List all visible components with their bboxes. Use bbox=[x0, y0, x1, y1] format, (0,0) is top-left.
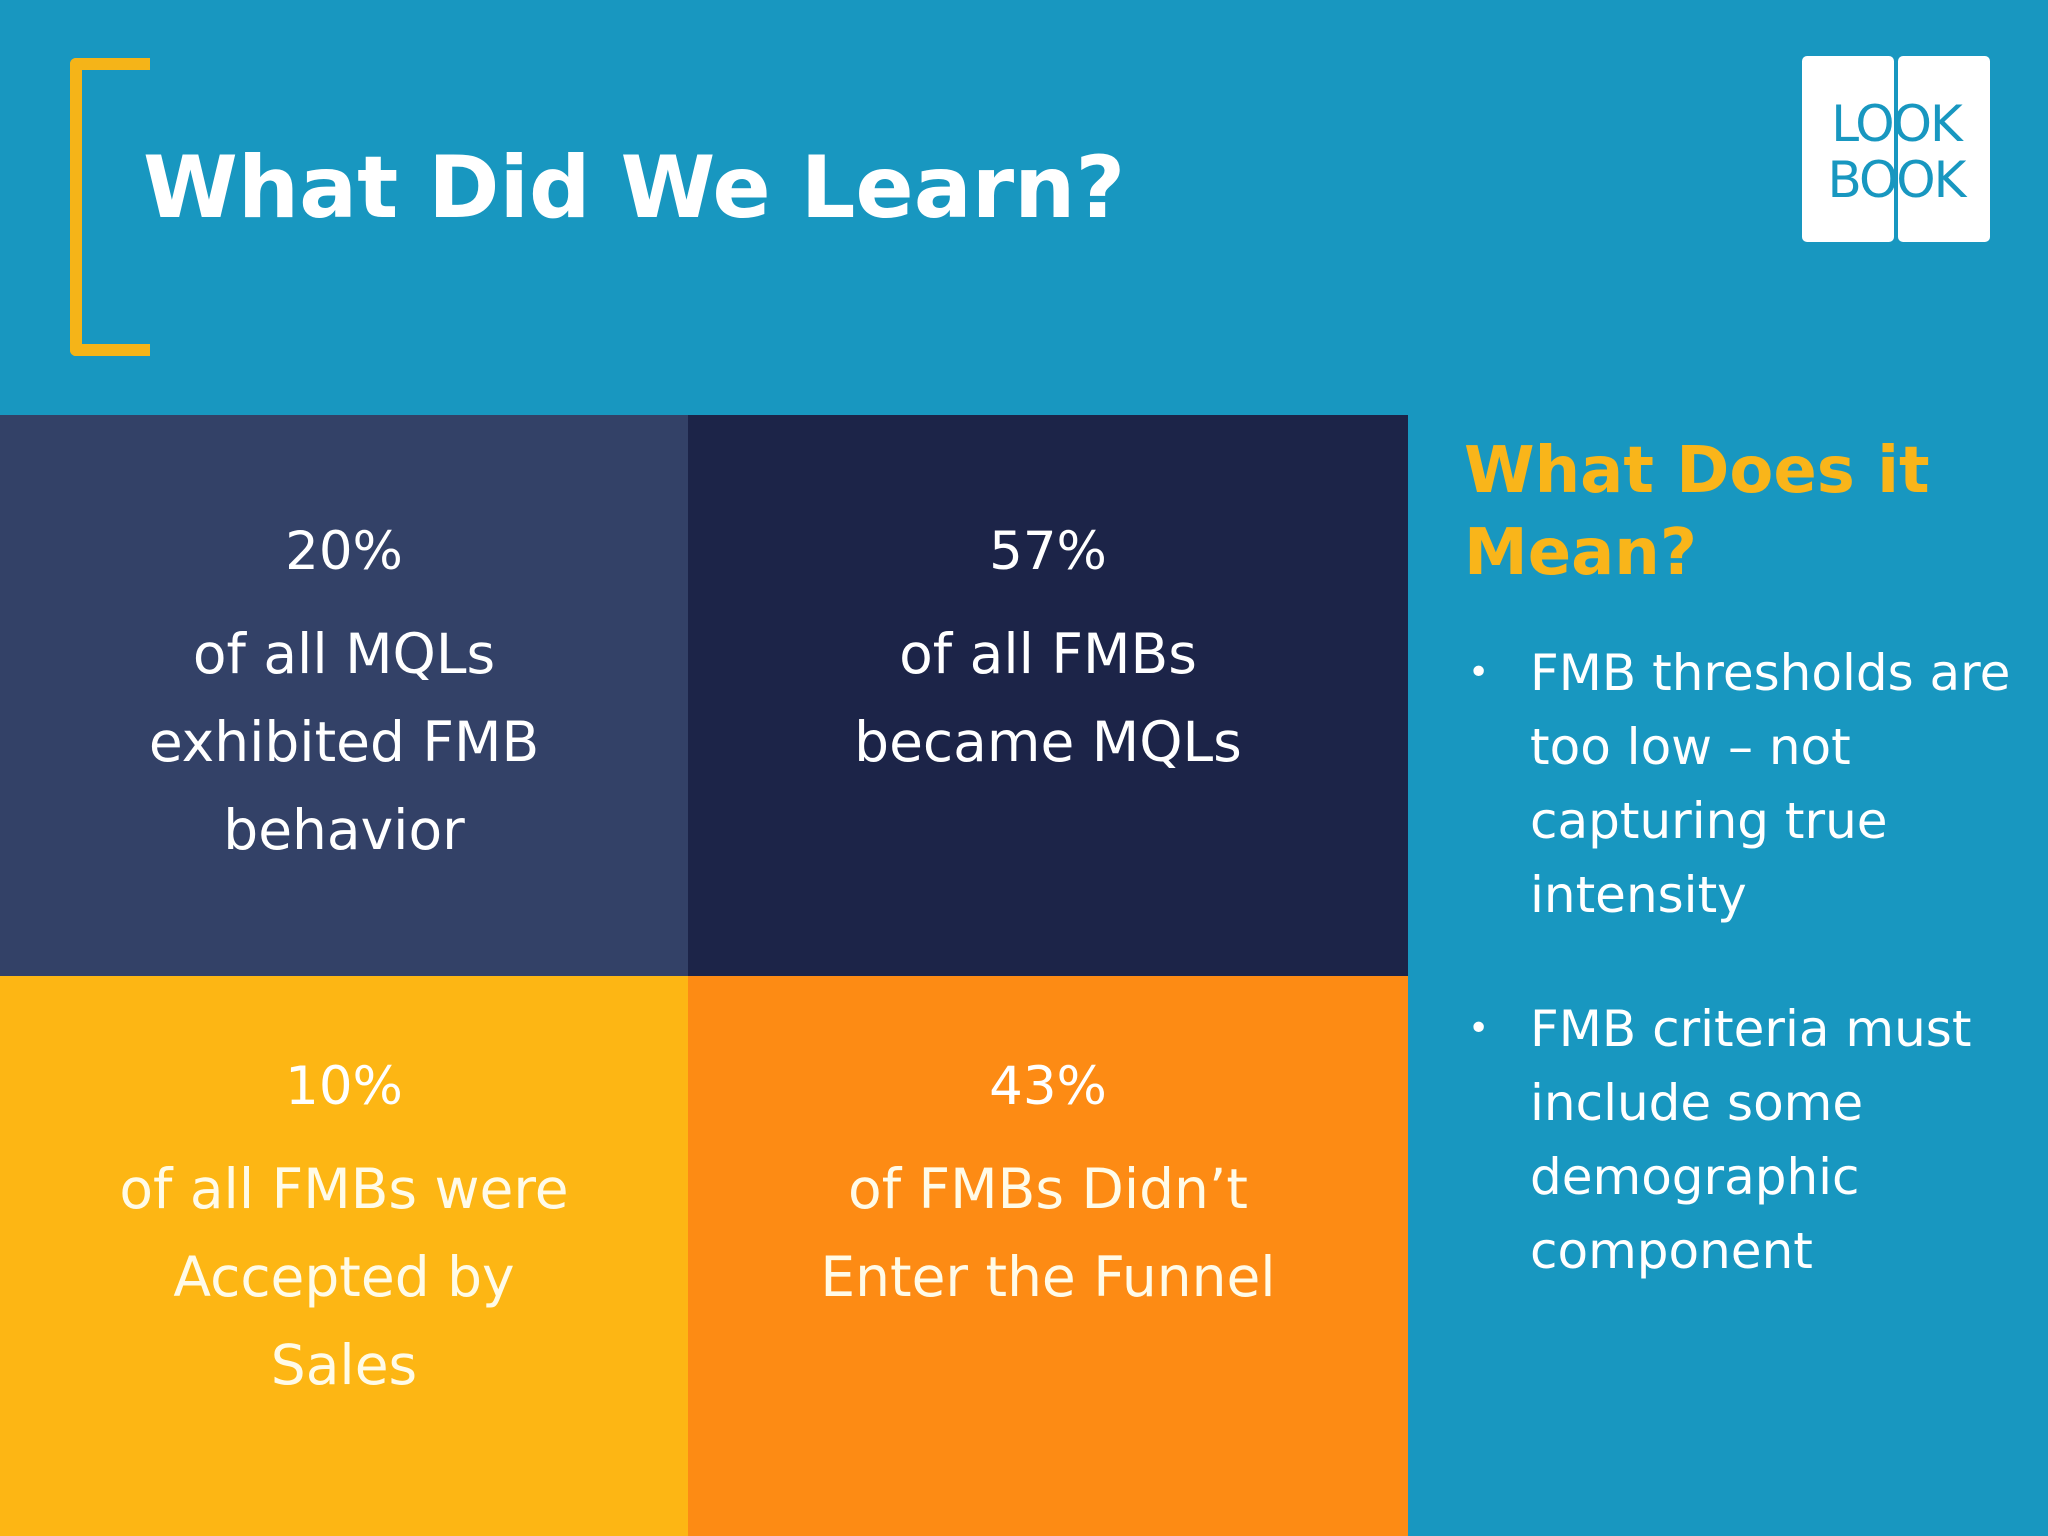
bullet-line: demographic bbox=[1530, 1148, 1860, 1206]
stat-tile-fmbs-became-mqls: 57% of all FMBs became MQLs bbox=[688, 415, 1408, 976]
bullet-line: FMB thresholds are bbox=[1530, 644, 2011, 702]
slide-title: What Did We Learn? bbox=[143, 138, 1126, 238]
stat-value: 20% bbox=[285, 521, 403, 582]
stat-value: 10% bbox=[285, 1056, 403, 1117]
stat-text-line: Sales bbox=[270, 1333, 418, 1397]
logo-panel-left bbox=[1802, 56, 1894, 242]
sidebar-heading: What Does it Mean? bbox=[1464, 430, 1930, 594]
stat-text-line: exhibited FMB bbox=[148, 710, 540, 774]
stat-text-line: of all FMBs bbox=[899, 622, 1197, 686]
bullet-line: intensity bbox=[1530, 866, 1747, 924]
stat-text-line: of all MQLs bbox=[192, 622, 496, 686]
stat-text-line: of FMBs Didn’t bbox=[848, 1157, 1248, 1221]
stat-tile-fmbs-accepted-by-sales: 10% of all FMBs were Accepted by Sales bbox=[0, 976, 688, 1536]
bullet-dot-icon: • bbox=[1468, 1008, 1490, 1049]
title-bracket-decoration bbox=[70, 58, 150, 356]
lookbook-logo: LOOK BOOK bbox=[1802, 56, 1990, 242]
sidebar-heading-line-2: Mean? bbox=[1464, 516, 1697, 590]
stat-text-line: Enter the Funnel bbox=[820, 1245, 1276, 1309]
bullet-item: • FMB criteria must include some demogra… bbox=[1460, 992, 2020, 1288]
logo-wordmark: LOOK BOOK bbox=[1802, 96, 1990, 208]
stat-text-line: Accepted by bbox=[173, 1245, 515, 1309]
stat-tile-mqls-fmb-behavior: 20% of all MQLs exhibited FMB behavior bbox=[0, 415, 688, 976]
bullet-dot-icon: • bbox=[1468, 652, 1490, 693]
stat-text-line: became MQLs bbox=[854, 710, 1242, 774]
sidebar-bullet-list: • FMB thresholds are too low – not captu… bbox=[1460, 636, 2020, 1348]
stat-value: 43% bbox=[989, 1056, 1107, 1117]
logo-panel-right bbox=[1898, 56, 1990, 242]
bullet-item: • FMB thresholds are too low – not captu… bbox=[1460, 636, 2020, 932]
logo-line-2: BOOK bbox=[1827, 151, 1967, 209]
bullet-line: include some bbox=[1530, 1074, 1864, 1132]
bullet-line: capturing true bbox=[1530, 792, 1888, 850]
stat-value: 57% bbox=[989, 521, 1107, 582]
sidebar-heading-line-1: What Does it bbox=[1464, 434, 1930, 508]
bullet-line: component bbox=[1530, 1222, 1813, 1280]
stat-tile-fmbs-not-in-funnel: 43% of FMBs Didn’t Enter the Funnel bbox=[688, 976, 1408, 1536]
bullet-line: FMB criteria must bbox=[1530, 1000, 1972, 1058]
bullet-line: too low – not bbox=[1530, 718, 1851, 776]
logo-line-1: LOOK bbox=[1831, 95, 1963, 153]
stat-text-line: of all FMBs were bbox=[119, 1157, 569, 1221]
stat-text-line: behavior bbox=[223, 798, 465, 862]
